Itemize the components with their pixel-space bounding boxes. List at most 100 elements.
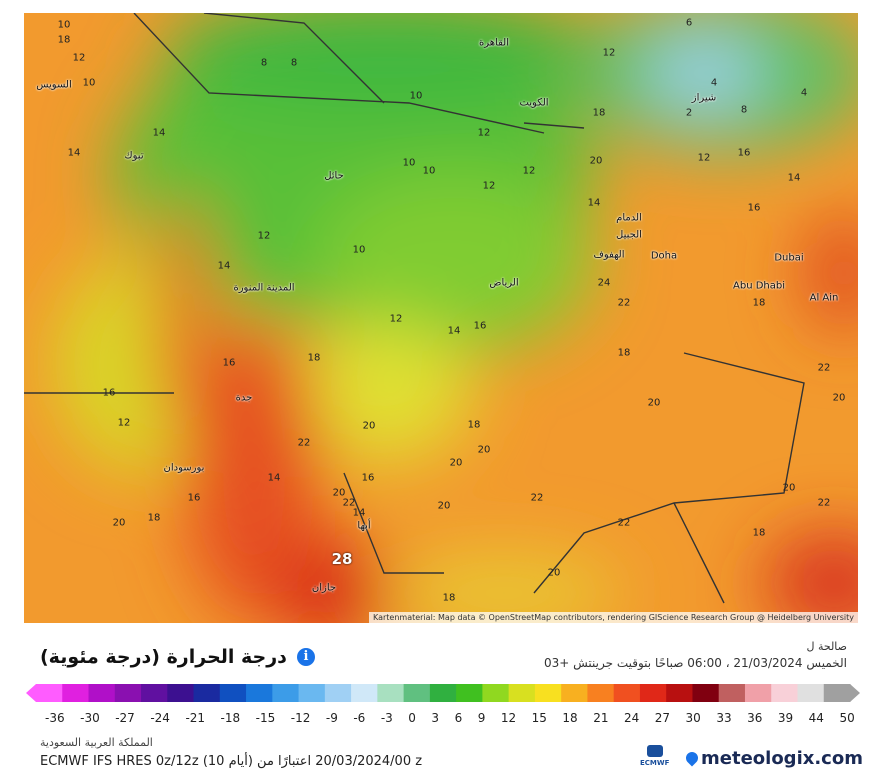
scale-segment: [272, 684, 300, 702]
scale-segment: [534, 684, 562, 702]
scale-tick: -27: [115, 711, 135, 725]
city-label: Dubai: [774, 252, 804, 264]
city-label: Doha: [650, 250, 678, 262]
temperature-value: 12: [389, 313, 403, 325]
temperature-value: 18: [592, 107, 606, 119]
temperature-value: 18: [752, 297, 766, 309]
scale-tick: 30: [685, 711, 701, 725]
temperature-map[interactable]: الرياض جدة المدينة المنورة حائل الكويت الدمام…: [24, 13, 858, 623]
scale-tick: -6: [353, 711, 366, 725]
scale-tick: 21: [593, 711, 609, 725]
scale-segment: [823, 684, 851, 702]
temperature-value: 14: [787, 172, 801, 184]
color-scale-ticks: -36 -30 -27 -24 -21 -18 -15 -12 -9 -6 -3 0 3 6 9 12 15 18…: [45, 711, 855, 725]
temperature-value: 18: [442, 592, 456, 604]
scale-tick: 6: [454, 711, 463, 725]
temperature-value: 22: [297, 437, 311, 449]
scale-segment: [377, 684, 405, 702]
temperature-value: 20: [832, 392, 846, 404]
valid-time: الخميس 21/03/2024 ، 06:00 صباحًا بتوقيت …: [543, 656, 847, 670]
scale-segment: [62, 684, 90, 702]
scale-segment: [692, 684, 720, 702]
temperature-value: 10: [82, 77, 96, 89]
city-label: الكويت: [519, 97, 549, 109]
temperature-value: 12: [482, 180, 496, 192]
scale-segment: [666, 684, 693, 702]
city-label: تبوك: [124, 150, 144, 162]
temperature-value: 20: [782, 482, 796, 494]
temperature-value: 10: [422, 165, 436, 177]
scale-tick: 27: [654, 711, 671, 725]
city-label: بورسودان: [163, 462, 205, 474]
borders: [24, 13, 805, 604]
scale-segment: [36, 684, 63, 702]
scale-max-arrow: [850, 684, 860, 702]
model-run: ECMWF IFS HRES 0z/12z (10 أيام) 20/03/20…: [40, 754, 423, 769]
scale-segment: [219, 684, 247, 702]
scale-tick: -36: [45, 711, 65, 725]
temperature-value: 8: [260, 57, 268, 69]
scale-min-arrow: [26, 684, 36, 702]
temperature-value: 10: [409, 90, 423, 102]
temperature-value: 20: [589, 155, 603, 167]
city-label: المدينة المنورة: [233, 282, 295, 294]
temperature-value: 14: [352, 507, 366, 519]
temperature-value: 10: [402, 157, 416, 169]
info-icon[interactable]: i: [296, 648, 315, 666]
city-label: الهفوف: [593, 249, 625, 261]
scale-tick: 12: [500, 711, 517, 725]
scale-segment: [114, 684, 142, 702]
temperature-value: 20: [477, 444, 491, 456]
max-temperature-label: 28: [331, 550, 353, 568]
scale-segment: [167, 684, 195, 702]
temperature-value: 12: [602, 47, 616, 59]
temperature-value: 18: [617, 347, 631, 359]
city-label: Abu Dhabi: [733, 280, 785, 292]
scale-tick: 15: [531, 711, 547, 725]
city-label: الدمام: [616, 212, 642, 224]
temperature-value: 10: [57, 19, 71, 31]
scale-segment: [456, 684, 483, 702]
temperature-value: 14: [217, 260, 231, 272]
scale-segment: [141, 684, 168, 702]
scale-segment: [613, 684, 641, 702]
temperature-value: 20: [547, 567, 561, 579]
temperature-value: 20: [362, 420, 376, 432]
city-label: أبها: [357, 520, 371, 532]
city-label: جازان: [311, 582, 337, 594]
temperature-value: 22: [342, 497, 356, 509]
scale-segment: [193, 684, 221, 702]
temperature-value: 20: [112, 517, 126, 529]
temperature-value: 18: [467, 419, 481, 431]
scale-tick: 18: [562, 711, 578, 725]
temperature-value: 14: [267, 472, 281, 484]
temperature-value: 12: [72, 52, 86, 64]
temperature-value: 20: [437, 500, 451, 512]
scale-tick: 0: [408, 711, 416, 725]
temperature-value: 20: [449, 457, 463, 469]
color-scale: [26, 684, 860, 702]
drop-icon: [683, 749, 701, 767]
scale-tick: -30: [80, 711, 100, 725]
temperature-value: 20: [332, 487, 346, 499]
temperature-value: 16: [737, 147, 751, 159]
temperature-value: 8: [740, 104, 748, 116]
scale-tick: 50: [839, 711, 855, 725]
ecmwf-logo: ECMWF: [640, 745, 669, 767]
temperature-value: 24: [597, 277, 611, 289]
temperature-value: 16: [222, 357, 236, 369]
scale-tick: -9: [325, 711, 338, 725]
scale-tick: -3: [380, 711, 393, 725]
scale-segment: [718, 684, 746, 702]
scale-tick: 9: [477, 711, 486, 725]
temperature-value: 14: [67, 147, 81, 159]
meteologix-logo[interactable]: meteologix.com: [683, 748, 863, 769]
scale-segment: [587, 684, 615, 702]
scale-segment: [429, 684, 457, 702]
scale-tick: -24: [150, 711, 170, 725]
temperature-value: 12: [522, 165, 536, 177]
scale-segment: [639, 684, 667, 702]
scale-tick: 39: [777, 711, 794, 725]
temperature-value: 18: [307, 352, 321, 364]
city-label: جدة: [235, 392, 253, 404]
